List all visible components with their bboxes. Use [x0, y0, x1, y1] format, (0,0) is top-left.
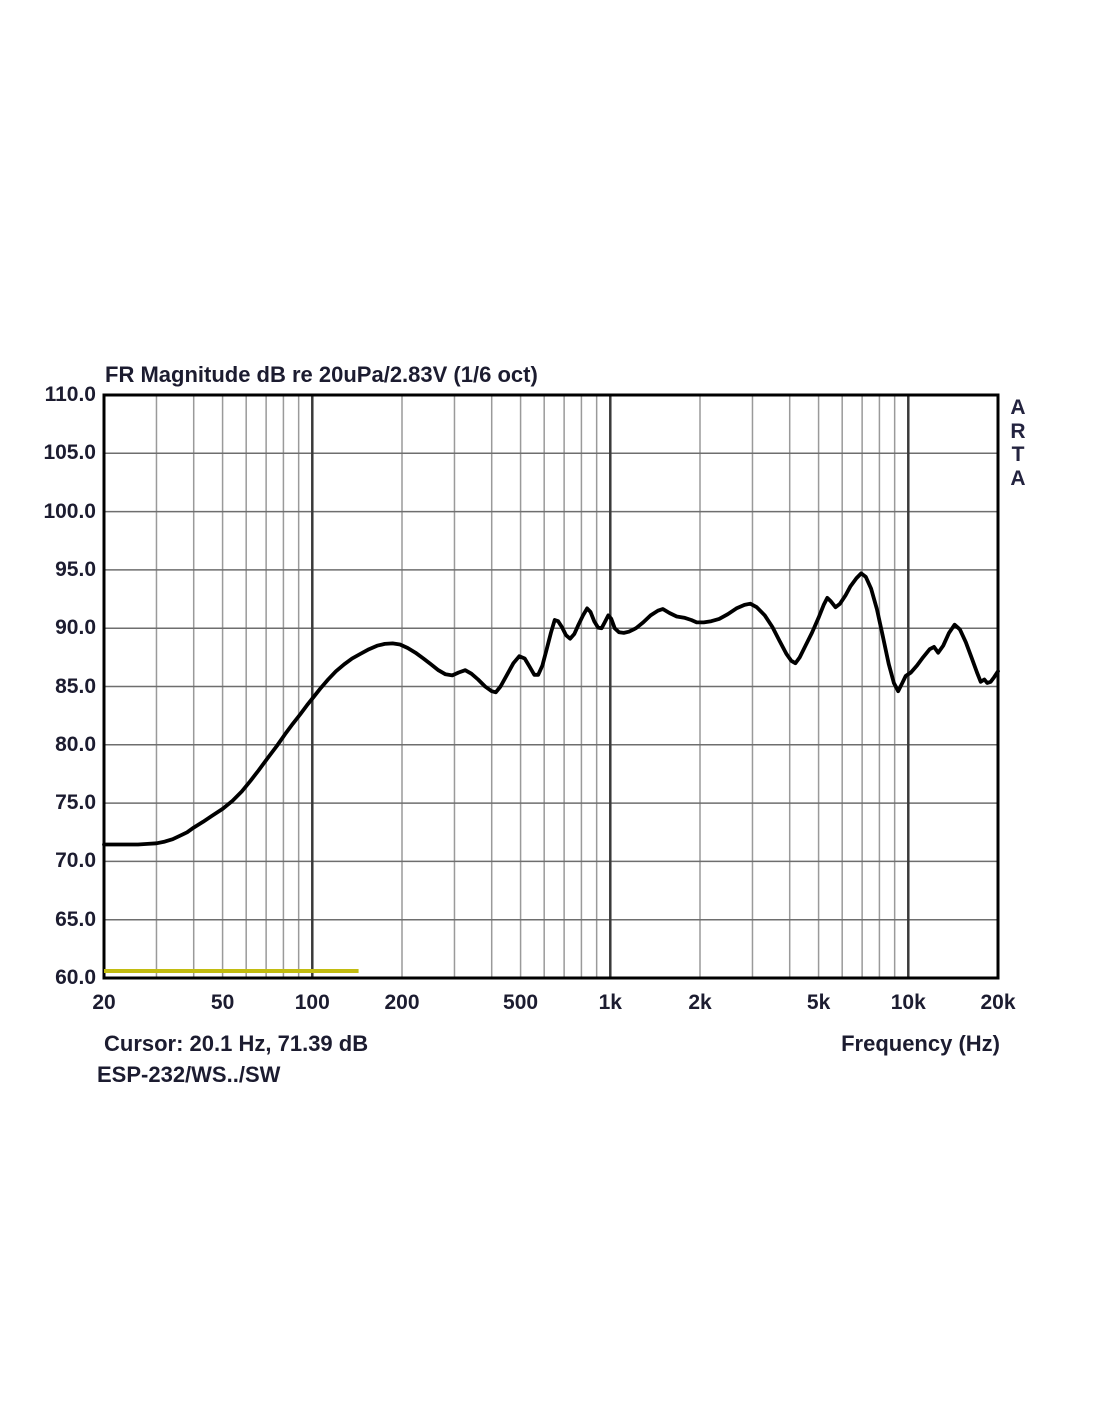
- x-tick-label: 500: [503, 991, 539, 1014]
- y-tick-label: 95.0: [55, 557, 96, 581]
- x-tick-label: 2k: [688, 991, 712, 1014]
- y-tick-label: 90.0: [55, 616, 96, 640]
- plot-border: [102, 393, 1000, 980]
- x-tick-label: 1k: [598, 991, 622, 1014]
- frequency-axis-label: Frequency (Hz): [841, 1031, 1000, 1056]
- arta-watermark: A R T A: [1010, 396, 1026, 490]
- x-tick-label: 10k: [890, 991, 926, 1014]
- y-tick-label: 105.0: [43, 441, 96, 465]
- y-tick-label: 60.0: [55, 966, 96, 989]
- y-tick-label: 75.0: [55, 791, 96, 815]
- y-tick-label: 65.0: [55, 907, 96, 931]
- fr-magnitude-plot: [102, 393, 1000, 980]
- x-tick-label: 20: [92, 991, 116, 1014]
- y-tick-label: 100.0: [43, 499, 96, 523]
- y-tick-label: 85.0: [55, 674, 96, 698]
- x-tick-label: 5k: [806, 991, 831, 1014]
- x-tick-label: 20k: [980, 991, 1016, 1014]
- x-tick-label: 100: [294, 991, 330, 1014]
- chart-title: FR Magnitude dB re 20uPa/2.83V (1/6 oct): [105, 362, 538, 387]
- x-tick-label: 50: [210, 991, 235, 1014]
- y-tick-label: 110.0: [44, 383, 96, 406]
- cursor-readout: Cursor: 20.1 Hz, 71.39 dB: [104, 1031, 369, 1056]
- response-curve: [102, 571, 1000, 847]
- x-tick-label: 200: [384, 991, 420, 1014]
- y-tick-label: 80.0: [55, 732, 96, 756]
- y-tick-label: 70.0: [55, 849, 96, 873]
- model-label: ESP-232/WS../SW: [97, 1062, 281, 1087]
